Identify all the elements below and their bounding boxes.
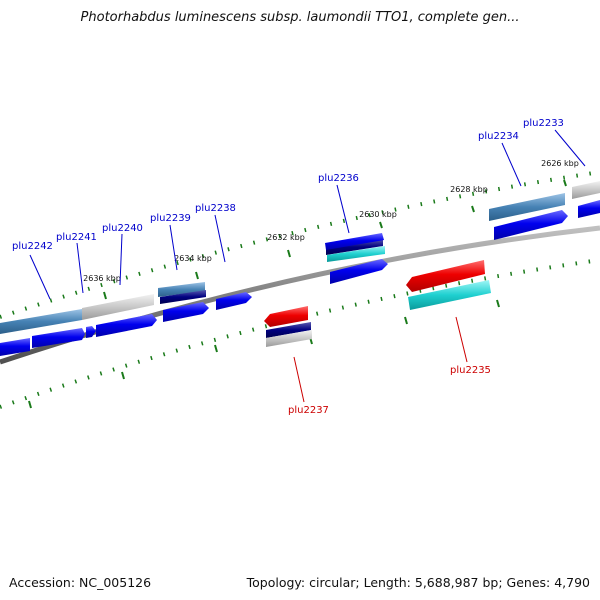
genome-backbone [0, 225, 600, 365]
map-title: Photorhabdus luminescens subsp. laumondi… [80, 10, 520, 25]
label-leaders [29, 129, 586, 403]
topology-text: Topology: circular; Length: 5,688,987 bp… [246, 575, 590, 590]
reverse-gene-arrows [264, 260, 491, 347]
ruler-label-2626: 2626 kbp [541, 159, 579, 168]
gene-label-plu2242[interactable]: plu2242 [12, 241, 53, 252]
gene-label-plu2239[interactable]: plu2239 [150, 213, 191, 224]
gene-label-plu2235[interactable]: plu2235 [450, 365, 491, 376]
gene-label-plu2237[interactable]: plu2237 [288, 405, 329, 416]
ruler-label-2634: 2634 kbp [174, 254, 212, 263]
major-ticks [28, 179, 567, 409]
gene-label-plu2238[interactable]: plu2238 [195, 203, 236, 214]
outer-tick-ring [0, 170, 600, 319]
ruler-label-2636: 2636 kbp [83, 274, 121, 283]
gene-label-plu2234[interactable]: plu2234 [478, 131, 519, 142]
accession-text: Accession: NC_005126 [9, 575, 152, 590]
gene-label-plu2240[interactable]: plu2240 [102, 223, 143, 234]
feature-ring-forward [0, 181, 600, 334]
gene-label-plu2236[interactable]: plu2236 [318, 173, 359, 184]
ruler-label-2628: 2628 kbp [450, 185, 488, 194]
ruler-label-2632: 2632 kbp [267, 233, 305, 242]
forward-gene-arrows [0, 200, 600, 356]
gene-label-plu2233[interactable]: plu2233 [523, 118, 564, 129]
gene-label-plu2241[interactable]: plu2241 [56, 232, 97, 243]
ruler-label-2630: 2630 kbp [359, 210, 397, 219]
